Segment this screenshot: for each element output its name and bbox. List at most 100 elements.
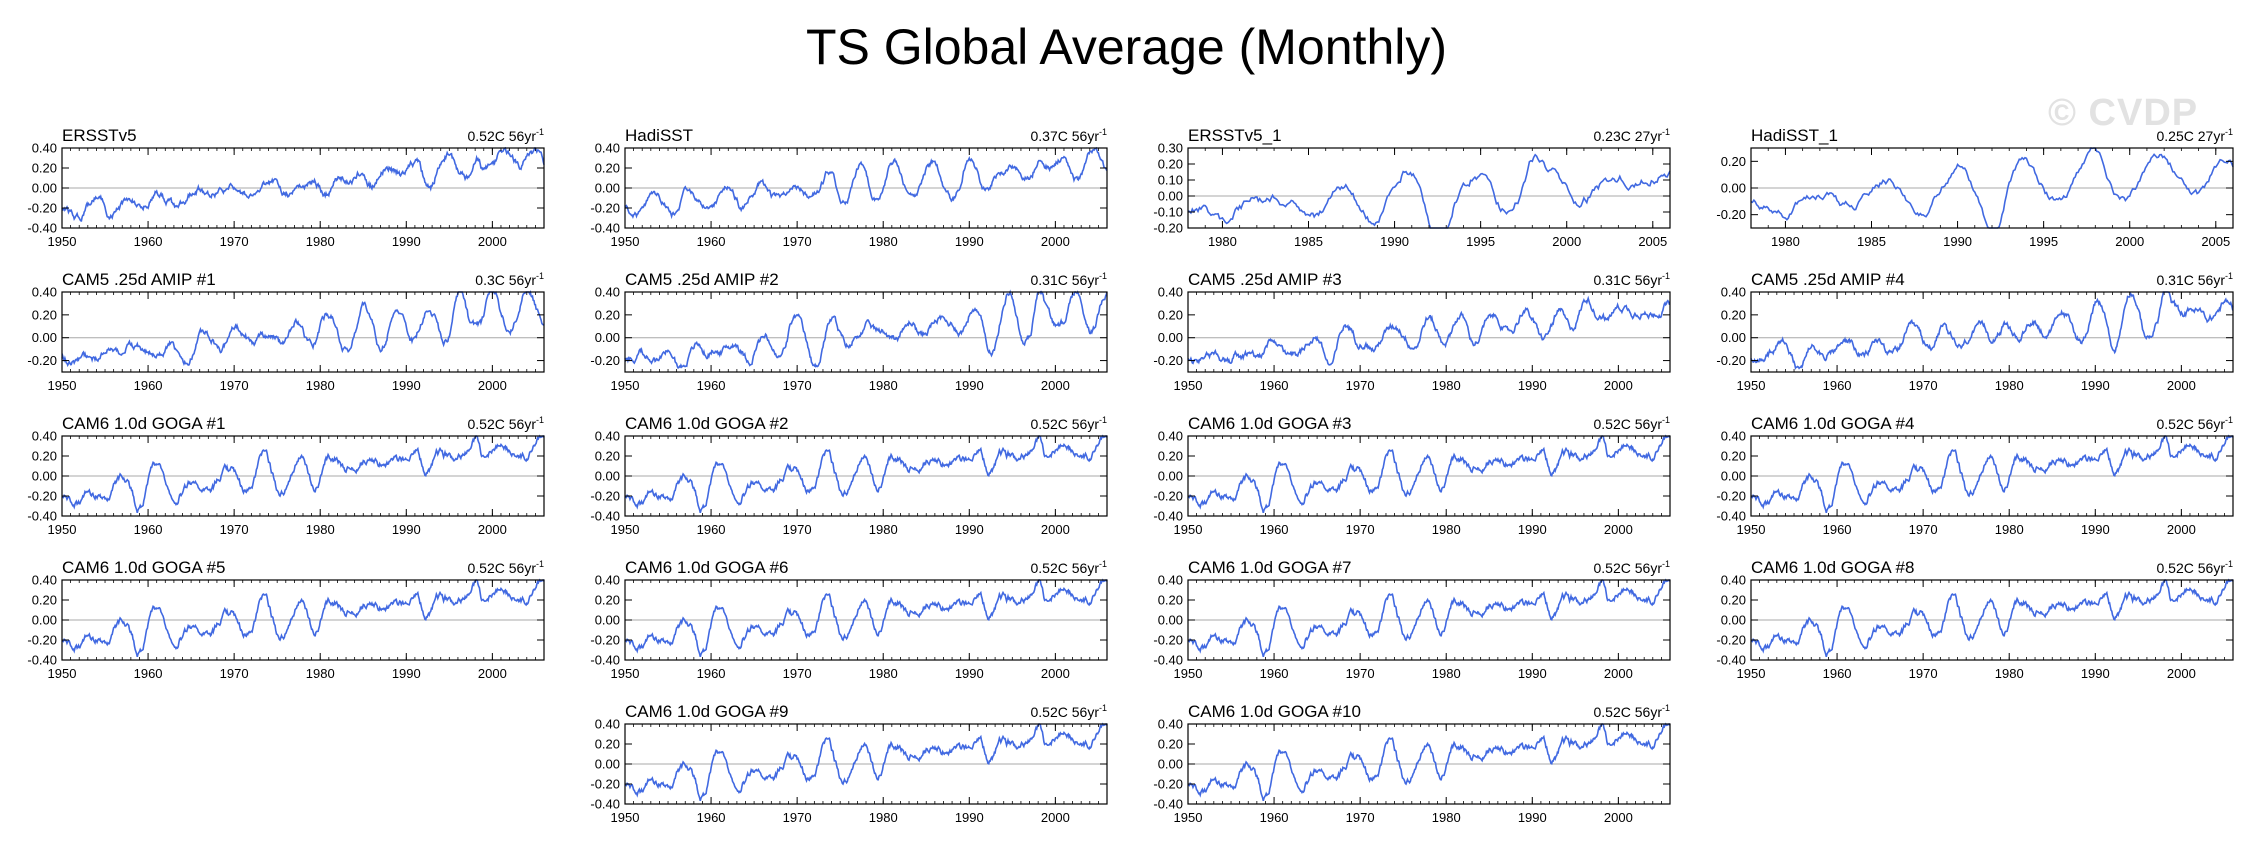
y-tick-label: 0.00 xyxy=(32,469,57,484)
x-tick-label: 1950 xyxy=(1737,378,1766,393)
x-tick-label: 2000 xyxy=(478,234,507,249)
x-tick-label: 1980 xyxy=(1995,666,2024,681)
y-tick-label: 0.20 xyxy=(595,161,620,176)
y-tick-label: 0.20 xyxy=(595,449,620,464)
panel-title: CAM6 1.0d GOGA #8 xyxy=(1751,558,1914,577)
panel-title: CAM6 1.0d GOGA #5 xyxy=(62,558,225,577)
x-tick-label: 2000 xyxy=(1041,666,1070,681)
cvdp-watermark: © CVDP xyxy=(2048,92,2199,134)
x-tick-label: 1970 xyxy=(1346,666,1375,681)
x-tick-label: 2000 xyxy=(1041,810,1070,825)
x-tick-label: 1980 xyxy=(869,810,898,825)
panel: CAM6 1.0d GOGA #5 0.52C 56yr-1 1950 1960 197… xyxy=(27,558,545,681)
y-tick-label: 0.00 xyxy=(32,613,57,628)
y-tick-label: 0.10 xyxy=(1158,173,1183,188)
y-tick-label: -0.40 xyxy=(27,509,57,524)
y-tick-label: -0.20 xyxy=(590,201,620,216)
x-tick-label: 1950 xyxy=(1174,666,1203,681)
x-tick-label: 2000 xyxy=(1604,522,1633,537)
y-tick-label: -0.40 xyxy=(590,797,620,812)
x-tick-label: 1970 xyxy=(220,234,249,249)
y-tick-label: 0.00 xyxy=(1158,613,1183,628)
y-tick-label: -0.20 xyxy=(27,633,57,648)
x-tick-label: 1950 xyxy=(1174,810,1203,825)
y-tick-label: 0.40 xyxy=(1721,573,1746,588)
series-line xyxy=(624,289,1108,370)
panel-title: CAM6 1.0d GOGA #1 xyxy=(62,414,225,433)
panel: HadiSST_1 0.25C 27yr-1 1980 1985 1990 1995 200… xyxy=(1716,126,2234,249)
y-tick-label: -0.20 xyxy=(1153,633,1183,648)
x-tick-label: 1950 xyxy=(1174,522,1203,537)
x-tick-label: 2000 xyxy=(1604,378,1633,393)
y-tick-label: 0.00 xyxy=(1721,330,1746,345)
series-line xyxy=(1750,578,2234,658)
y-tick-label: 0.40 xyxy=(32,141,57,156)
panel-title: ERSSTv5_1 xyxy=(1188,126,1282,145)
series-line xyxy=(1187,153,1671,229)
x-tick-label: 1970 xyxy=(783,234,812,249)
x-tick-label: 1990 xyxy=(392,666,421,681)
x-tick-label: 1970 xyxy=(1909,666,1938,681)
x-tick-label: 2000 xyxy=(478,522,507,537)
x-tick-label: 1990 xyxy=(392,234,421,249)
panel-title: CAM5 .25d AMIP #2 xyxy=(625,270,779,289)
x-tick-label: 1985 xyxy=(1294,234,1323,249)
x-tick-label: 1960 xyxy=(1260,378,1289,393)
x-tick-label: 1980 xyxy=(869,234,898,249)
x-tick-label: 2005 xyxy=(1638,234,1667,249)
panel: CAM6 1.0d GOGA #3 0.52C 56yr-1 1950 1960 197… xyxy=(1153,414,1671,537)
y-tick-label: 0.00 xyxy=(32,181,57,196)
x-tick-label: 1950 xyxy=(48,666,77,681)
y-tick-label: 0.20 xyxy=(1158,593,1183,608)
y-tick-label: -0.20 xyxy=(1153,353,1183,368)
trend-label: 0.52C 56yr-1 xyxy=(1594,703,1671,720)
panel-title: CAM6 1.0d GOGA #9 xyxy=(625,702,788,721)
trend-label: 0.52C 56yr-1 xyxy=(1594,415,1671,432)
trend-label: 0.52C 56yr-1 xyxy=(2157,559,2234,576)
series-line xyxy=(61,434,545,514)
trend-label: 0.37C 56yr-1 xyxy=(1031,127,1108,144)
plot-frame xyxy=(624,291,1108,373)
series-line xyxy=(1187,434,1671,514)
x-tick-label: 1970 xyxy=(1346,378,1375,393)
panel-title: CAM6 1.0d GOGA #10 xyxy=(1188,702,1361,721)
y-tick-label: -0.20 xyxy=(590,633,620,648)
x-tick-label: 1960 xyxy=(134,666,163,681)
trend-label: 0.52C 56yr-1 xyxy=(468,559,545,576)
x-tick-label: 1970 xyxy=(1346,522,1375,537)
x-tick-label: 1990 xyxy=(955,378,984,393)
panel: CAM6 1.0d GOGA #9 0.52C 56yr-1 1950 1960 197… xyxy=(590,702,1108,825)
panel: CAM6 1.0d GOGA #8 0.52C 56yr-1 1950 1960 197… xyxy=(1716,558,2234,681)
y-tick-label: 0.40 xyxy=(595,717,620,732)
x-tick-label: 1980 xyxy=(1432,810,1461,825)
y-tick-label: 0.40 xyxy=(595,429,620,444)
y-tick-label: 0.40 xyxy=(1158,717,1183,732)
x-tick-label: 1990 xyxy=(955,522,984,537)
series-line xyxy=(1187,578,1671,658)
y-tick-label: 0.20 xyxy=(32,449,57,464)
y-tick-label: 0.00 xyxy=(1158,189,1183,204)
x-tick-label: 1980 xyxy=(1432,666,1461,681)
x-tick-label: 2000 xyxy=(1604,666,1633,681)
panel-title: CAM5 .25d AMIP #3 xyxy=(1188,270,1342,289)
trend-label: 0.52C 56yr-1 xyxy=(1594,559,1671,576)
y-tick-label: -0.20 xyxy=(1153,489,1183,504)
x-tick-label: 1980 xyxy=(1208,234,1237,249)
y-tick-label: 0.20 xyxy=(1158,737,1183,752)
panel: CAM6 1.0d GOGA #2 0.52C 56yr-1 1950 1960 197… xyxy=(590,414,1108,537)
panel-title: CAM6 1.0d GOGA #4 xyxy=(1751,414,1914,433)
x-tick-label: 1960 xyxy=(1260,522,1289,537)
x-tick-label: 1990 xyxy=(392,522,421,537)
y-tick-label: 0.00 xyxy=(595,757,620,772)
x-tick-label: 1950 xyxy=(48,378,77,393)
x-tick-label: 1970 xyxy=(783,522,812,537)
x-tick-label: 1970 xyxy=(1909,522,1938,537)
series-line xyxy=(1187,722,1671,802)
x-tick-label: 1990 xyxy=(1518,810,1547,825)
series-line xyxy=(624,434,1108,514)
y-tick-label: 0.40 xyxy=(1158,429,1183,444)
panel: CAM6 1.0d GOGA #7 0.52C 56yr-1 1950 1960 197… xyxy=(1153,558,1671,681)
panel: ERSSTv5 0.52C 56yr-1 1950 1960 1970 1980 1990 2… xyxy=(27,126,545,249)
y-tick-label: 0.00 xyxy=(1721,181,1746,196)
series-line xyxy=(61,290,545,368)
